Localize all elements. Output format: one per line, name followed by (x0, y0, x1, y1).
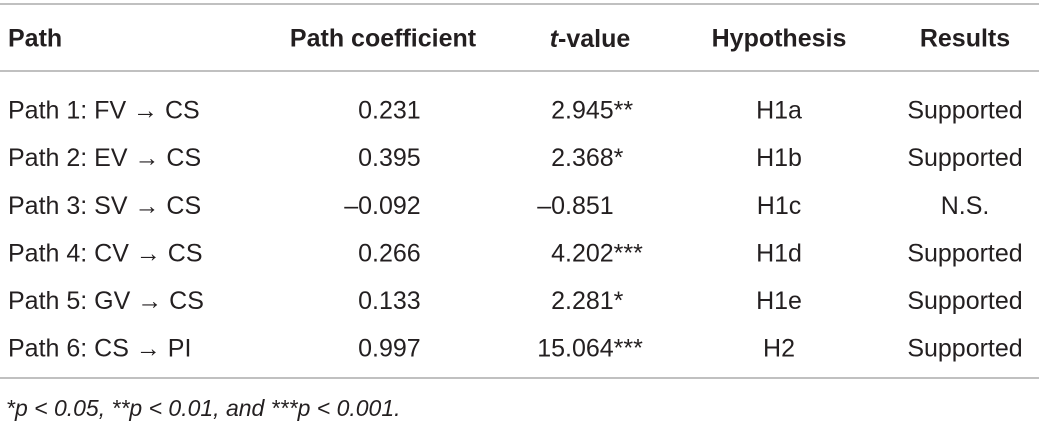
column-header: Results (920, 25, 1010, 53)
cell: Supported (907, 97, 1022, 125)
header-italic: t (550, 25, 560, 53)
cell: Supported (907, 287, 1022, 315)
cell: Supported (907, 335, 1022, 363)
column-header: t-value (550, 25, 631, 53)
column-header: Path coefficient (290, 25, 477, 53)
cell: 15.064*** (537, 335, 643, 363)
cell: H1a (756, 97, 802, 125)
cell: 0.231 (358, 97, 421, 125)
cell: H1b (756, 144, 802, 172)
cell: H1d (756, 239, 802, 267)
cell: 0.997 (358, 335, 421, 363)
cell: –0.851 (537, 192, 613, 220)
cell: 4.202*** (551, 239, 643, 267)
cell: 2.945** (551, 97, 633, 125)
cell: N.S. (941, 192, 990, 220)
cell: H1c (757, 192, 801, 220)
column-header: Path (8, 25, 62, 53)
cell: Path 5: GV → CS (8, 287, 204, 315)
cell: –0.092 (344, 192, 420, 220)
column-header: Hypothesis (712, 25, 847, 53)
footnote: *p < 0.05, **p < 0.01, and ***p < 0.001. (6, 395, 401, 421)
cell: Supported (907, 144, 1022, 172)
cell: 0.395 (358, 144, 421, 172)
cell: Path 4: CV → CS (8, 239, 203, 267)
cell: H2 (763, 335, 795, 363)
cell: Path 1: FV → CS (8, 97, 200, 125)
cell: Path 6: CS → PI (8, 335, 191, 363)
cell: Path 2: EV → CS (8, 144, 201, 172)
header-text: -value (558, 25, 630, 53)
cell: 0.133 (358, 287, 421, 315)
cell: 2.281* (551, 287, 624, 315)
cell: Supported (907, 239, 1022, 267)
cell: H1e (756, 287, 802, 315)
cell: 0.266 (358, 239, 421, 267)
cell: Path 3: SV → CS (8, 192, 201, 220)
cell: 2.368* (551, 144, 624, 172)
